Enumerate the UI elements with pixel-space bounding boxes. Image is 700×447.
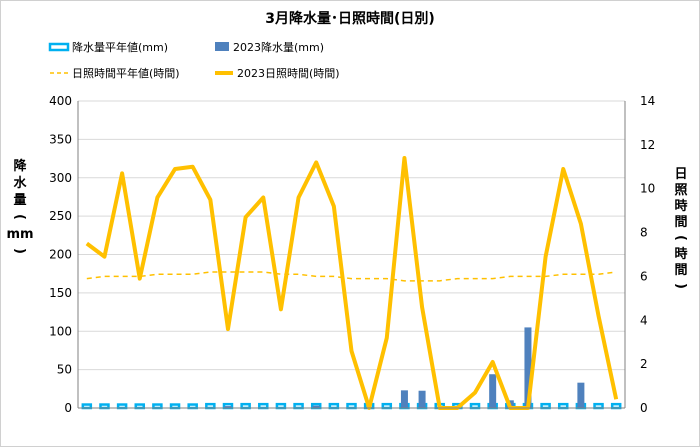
- legend-swatch-normal-precip: [48, 42, 70, 52]
- right-axis-label-char: ): [673, 283, 688, 289]
- right-tick-label: 14: [640, 94, 655, 108]
- precip-2023-bar: [224, 406, 232, 408]
- normal-precip-bar: [99, 403, 110, 410]
- normal-precip-bar: [134, 403, 146, 410]
- axes: [77, 101, 626, 409]
- legend-label-normal-sun: 日照時間平年値(時間): [72, 66, 180, 80]
- right-tick-label: 10: [640, 182, 655, 196]
- normal-precip-bar: [469, 402, 481, 410]
- normal-precip-bar: [205, 402, 216, 410]
- normal-precip-bar: [116, 403, 128, 410]
- chart-title: 3月降水量･日照時間(日別): [265, 10, 435, 27]
- legend-label-precip-2023: 2023降水量(mm): [233, 40, 324, 54]
- left-axis-label-char: ): [12, 248, 27, 254]
- legend-swatch-precip-2023: [215, 42, 229, 51]
- right-axis-label-char: 時: [674, 246, 687, 262]
- normal-precip-bar: [328, 402, 340, 410]
- legend-label-normal-precip: 降水量平年値(mm): [72, 40, 168, 54]
- left-axis-label: 降水量 ( mm): [6, 158, 33, 254]
- left-tick-label: 0: [64, 401, 72, 415]
- precip-2023-bar: [418, 390, 426, 408]
- left-tick-label: 200: [49, 248, 72, 262]
- right-axis-label-char: 時: [674, 198, 687, 214]
- left-axis-label-char: mm: [6, 227, 33, 242]
- precip-2023-bar: [489, 374, 497, 408]
- right-axis-label: 日照時間(時間): [673, 167, 688, 289]
- left-tick-label: 250: [49, 209, 72, 223]
- normal-precip-bar: [258, 402, 269, 410]
- left-axis-ticks: 0 50 100 150 200 250 300 350 400: [49, 94, 72, 415]
- left-tick-label: 150: [49, 286, 72, 300]
- left-tick-label: 50: [57, 363, 72, 377]
- normal-precip-bar: [275, 402, 287, 410]
- right-tick-label: 6: [640, 269, 648, 283]
- left-axis-label-char: 量: [13, 193, 26, 208]
- normal-precip-bar: [610, 402, 622, 410]
- normal-precip-bar: [293, 402, 304, 410]
- left-axis-label-char: 水: [13, 175, 27, 191]
- legend-label-sun-2023: 2023日照時間(時間): [237, 67, 340, 80]
- left-tick-label: 400: [49, 94, 72, 108]
- right-tick-label: 2: [640, 357, 648, 371]
- right-tick-label: 4: [640, 313, 648, 327]
- right-axis-label-char: 間: [674, 263, 687, 278]
- left-axis-label-char: 降: [13, 158, 27, 174]
- normal-precip-bar: [240, 402, 251, 410]
- normal-precip-bar: [187, 403, 198, 410]
- normal-sunshine-line: [86, 271, 617, 282]
- normal-precip-bar: [593, 402, 604, 410]
- right-tick-label: 12: [640, 138, 655, 152]
- normal-precip-bar: [152, 403, 163, 410]
- left-tick-label: 350: [49, 132, 72, 146]
- precip-2023-bar: [312, 405, 320, 408]
- right-axis-label-char: 間: [674, 215, 687, 230]
- normal-precip-bar: [169, 403, 181, 410]
- normal-precip-bar: [381, 402, 393, 410]
- left-tick-label: 300: [49, 171, 72, 185]
- normal-precip-bar: [557, 402, 569, 410]
- left-axis-label-char: (: [12, 214, 27, 220]
- left-tick-label: 100: [49, 324, 72, 338]
- right-tick-label: 8: [640, 226, 648, 240]
- right-axis-ticks: 0 2 4 6 8 10 12 14: [640, 94, 655, 415]
- normal-precip-bar: [346, 402, 357, 410]
- normal-precip-bar: [81, 403, 93, 410]
- right-axis-label-char: (: [673, 235, 688, 241]
- precip-2023-bar: [524, 327, 532, 408]
- normal-precip-bar: [540, 402, 551, 410]
- precip-2023-bar: [577, 382, 585, 408]
- legend: 降水量平年値(mm) 2023降水量(mm) 日照時間平年値(時間) 2023日…: [48, 40, 340, 80]
- precip-2023-bar: [400, 390, 408, 408]
- right-tick-label: 0: [640, 401, 648, 415]
- right-axis-label-char: 日: [674, 167, 687, 182]
- right-axis-label-char: 照: [674, 183, 687, 198]
